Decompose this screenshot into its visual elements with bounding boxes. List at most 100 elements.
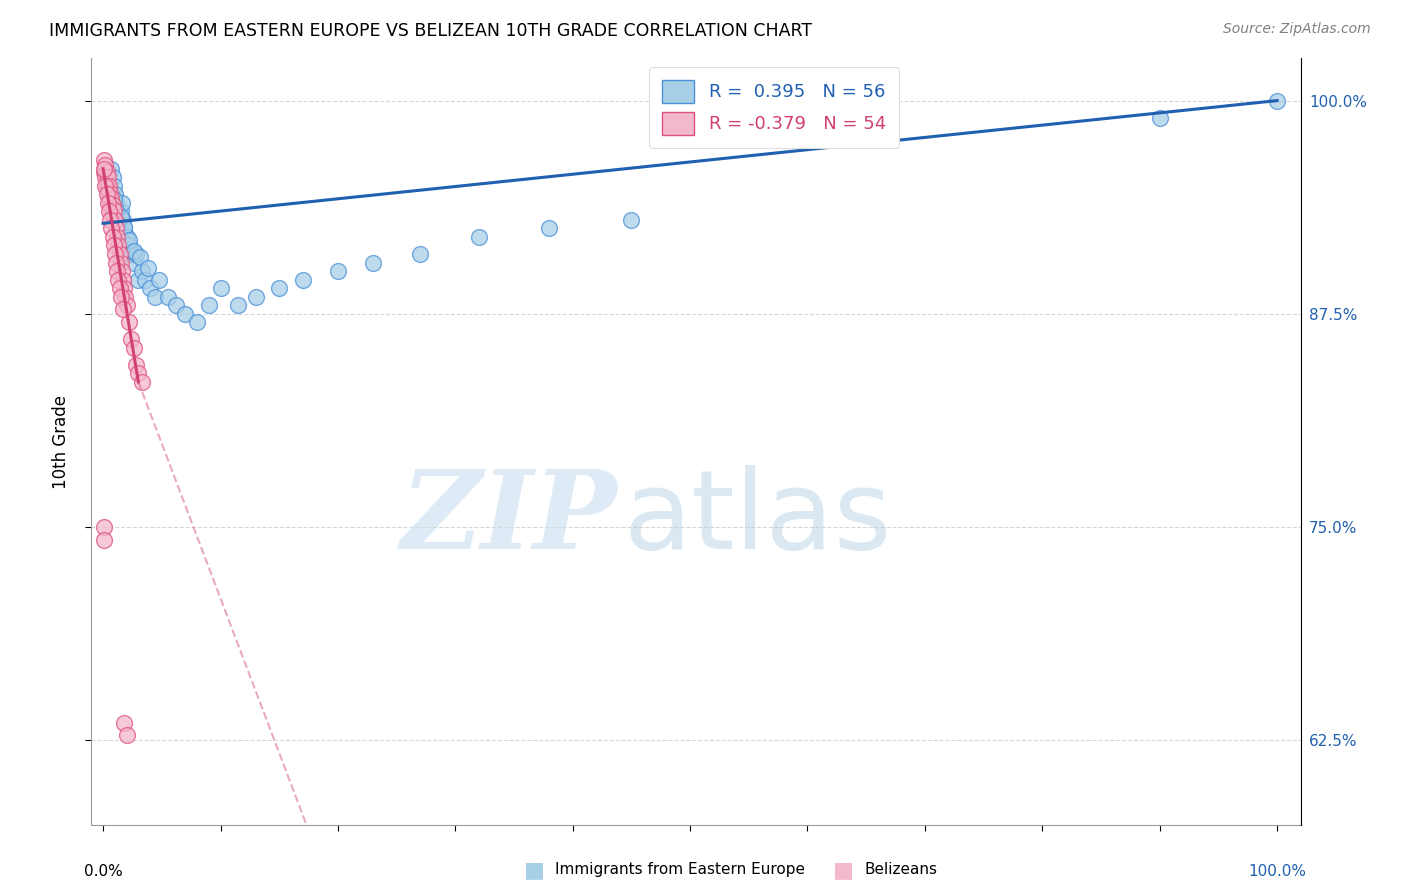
Point	[94, 158, 117, 172]
Point	[108, 281, 131, 295]
Point	[107, 216, 129, 230]
Point	[110, 210, 132, 224]
Point	[98, 178, 121, 193]
Point	[186, 315, 208, 329]
Text: 0.0%: 0.0%	[84, 864, 122, 879]
Text: IMMIGRANTS FROM EASTERN EUROPE VS BELIZEAN 10TH GRADE CORRELATION CHART: IMMIGRANTS FROM EASTERN EUROPE VS BELIZE…	[49, 22, 813, 40]
Point	[156, 290, 179, 304]
Point	[93, 520, 115, 534]
Point	[112, 301, 135, 316]
Point	[93, 533, 115, 548]
Point	[361, 255, 384, 269]
Point	[103, 193, 125, 207]
Point	[226, 298, 249, 312]
Point	[97, 182, 120, 196]
Legend: R =  0.395   N = 56, R = -0.379   N = 54: R = 0.395 N = 56, R = -0.379 N = 54	[650, 67, 898, 148]
Point	[115, 230, 138, 244]
Point	[110, 204, 132, 219]
Point	[104, 187, 127, 202]
Point	[96, 165, 118, 179]
Point	[118, 315, 141, 329]
Point	[98, 195, 121, 210]
Point	[468, 230, 491, 244]
Point	[538, 221, 561, 235]
Point	[131, 375, 153, 389]
Point	[96, 187, 118, 202]
Point	[112, 272, 135, 286]
Point	[120, 247, 142, 261]
Point	[120, 332, 142, 346]
Point	[111, 264, 134, 278]
Point	[93, 153, 115, 168]
Text: Source: ZipAtlas.com: Source: ZipAtlas.com	[1223, 22, 1371, 37]
Point	[98, 204, 121, 219]
Text: 100.0%: 100.0%	[1249, 864, 1306, 879]
Point	[131, 264, 153, 278]
Point	[122, 341, 145, 355]
Point	[139, 281, 162, 295]
Point	[105, 195, 128, 210]
Point	[101, 210, 124, 224]
Y-axis label: 10th Grade: 10th Grade	[52, 394, 70, 489]
Point	[107, 272, 129, 286]
Point	[111, 195, 134, 210]
Point	[118, 233, 141, 247]
Point	[127, 367, 149, 381]
Point	[96, 178, 118, 193]
Point	[100, 202, 122, 217]
Point	[110, 255, 132, 269]
Text: Belizeans: Belizeans	[865, 863, 938, 877]
Point	[269, 281, 291, 295]
Point	[93, 161, 115, 176]
Point	[112, 715, 135, 730]
Point	[128, 251, 150, 265]
Point	[118, 238, 141, 252]
Point	[100, 161, 122, 176]
Point	[174, 307, 197, 321]
Point	[127, 272, 149, 286]
Point	[143, 290, 166, 304]
Point	[197, 298, 219, 312]
Point	[115, 298, 138, 312]
Point	[103, 178, 125, 193]
Text: Immigrants from Eastern Europe: Immigrants from Eastern Europe	[555, 863, 806, 877]
Point	[125, 247, 148, 261]
Point	[148, 272, 170, 286]
Point	[94, 170, 117, 185]
Point	[122, 255, 145, 269]
Text: ZIP: ZIP	[401, 465, 617, 572]
Point	[112, 281, 135, 295]
Point	[93, 165, 115, 179]
Point	[105, 230, 128, 244]
Point	[105, 202, 128, 217]
Point	[114, 290, 136, 304]
Point	[101, 230, 124, 244]
Point	[100, 221, 122, 235]
Point	[97, 170, 120, 185]
Point	[112, 221, 135, 235]
Point	[101, 197, 124, 211]
Point	[98, 191, 121, 205]
Point	[105, 204, 128, 219]
Point	[112, 213, 135, 227]
Point	[97, 195, 120, 210]
Point	[98, 213, 121, 227]
Point	[108, 221, 131, 235]
Point	[100, 199, 122, 213]
Point	[620, 213, 643, 227]
Text: ■: ■	[524, 860, 544, 880]
Point	[98, 187, 121, 202]
Point	[105, 255, 128, 269]
Point	[94, 161, 117, 176]
Point	[98, 195, 121, 210]
Point	[104, 213, 127, 227]
Point	[107, 238, 129, 252]
Point	[112, 219, 135, 234]
Text: atlas: atlas	[623, 465, 891, 572]
Point	[1265, 94, 1288, 108]
Point	[100, 191, 122, 205]
Point	[104, 247, 127, 261]
Point	[165, 298, 187, 312]
Point	[134, 272, 156, 286]
Point	[209, 281, 232, 295]
